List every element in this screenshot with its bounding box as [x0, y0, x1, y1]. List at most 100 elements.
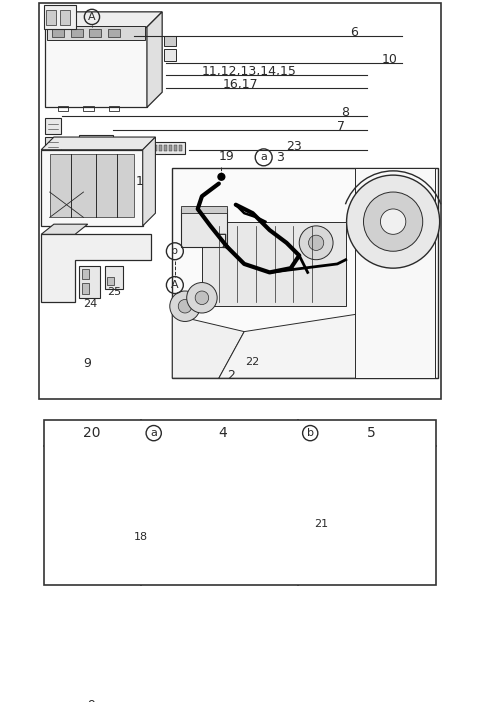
Bar [147, 142, 185, 154]
Bar [107, 277, 114, 285]
Bar [59, 519, 71, 533]
Bar [69, 496, 81, 543]
Text: 16,17: 16,17 [223, 78, 259, 91]
Bar [87, 138, 90, 145]
Circle shape [163, 534, 170, 541]
Circle shape [160, 531, 173, 544]
Circle shape [178, 300, 192, 313]
Text: a: a [260, 152, 267, 162]
Text: 7: 7 [337, 121, 345, 133]
Polygon shape [355, 168, 435, 378]
Bar [52, 29, 64, 37]
Bar [97, 138, 100, 145]
Bar [149, 145, 152, 152]
Bar [181, 209, 228, 247]
Text: A: A [88, 12, 96, 22]
Bar [60, 10, 70, 25]
Bar [82, 138, 85, 145]
Circle shape [187, 282, 217, 313]
Bar [44, 5, 76, 29]
Circle shape [363, 192, 423, 251]
Text: 21: 21 [314, 519, 329, 529]
Bar [41, 150, 143, 226]
Circle shape [310, 526, 323, 540]
Bar [154, 145, 157, 152]
Bar [71, 29, 83, 37]
Circle shape [313, 529, 320, 536]
Bar [253, 476, 267, 482]
Bar [46, 137, 60, 152]
Bar [84, 106, 94, 111]
Bar [253, 484, 267, 489]
Circle shape [313, 555, 320, 562]
Bar [164, 145, 167, 152]
Bar [174, 145, 178, 152]
Bar [164, 36, 176, 46]
Bar [82, 269, 89, 279]
Bar [169, 145, 172, 152]
Circle shape [257, 458, 264, 465]
Polygon shape [41, 234, 151, 302]
Bar [164, 49, 176, 61]
Circle shape [195, 291, 209, 305]
Bar [92, 138, 96, 145]
Polygon shape [172, 314, 244, 378]
Bar [46, 119, 60, 133]
Polygon shape [143, 137, 156, 226]
Polygon shape [172, 168, 438, 378]
Text: 3: 3 [276, 151, 284, 164]
Text: 4: 4 [219, 426, 228, 440]
Bar [102, 138, 106, 145]
Text: b: b [307, 428, 314, 438]
Text: A: A [171, 280, 179, 290]
Text: 9: 9 [84, 357, 91, 370]
Bar [46, 10, 57, 25]
Text: 1: 1 [136, 175, 144, 187]
Bar [253, 469, 267, 474]
Bar [44, 420, 436, 585]
Text: 8: 8 [341, 106, 349, 119]
Circle shape [416, 482, 423, 489]
Text: 24: 24 [84, 298, 98, 309]
Bar [46, 27, 147, 107]
Circle shape [309, 235, 324, 251]
Bar [202, 222, 346, 306]
Polygon shape [147, 12, 162, 107]
Text: b: b [171, 246, 179, 256]
Bar [251, 465, 270, 492]
Bar [89, 29, 101, 37]
Bar [181, 206, 228, 213]
Text: 9: 9 [88, 699, 96, 702]
Bar [159, 145, 162, 152]
Text: 2: 2 [228, 369, 236, 382]
Bar [109, 106, 119, 111]
Text: 5: 5 [367, 426, 375, 440]
Text: 18: 18 [133, 532, 148, 542]
Bar [49, 154, 134, 218]
Text: 19: 19 [219, 150, 235, 163]
Text: 10: 10 [382, 53, 398, 66]
Polygon shape [41, 224, 88, 234]
Bar [179, 145, 182, 152]
Bar [82, 284, 89, 293]
Bar [39, 4, 441, 399]
Bar [105, 265, 123, 289]
Text: 11,12,13,14,15: 11,12,13,14,15 [202, 65, 297, 79]
Text: 6: 6 [350, 26, 358, 39]
Bar [59, 498, 71, 511]
Bar [58, 106, 68, 111]
Bar [108, 29, 120, 37]
Bar [79, 265, 100, 298]
Circle shape [347, 175, 440, 268]
Circle shape [163, 559, 170, 566]
Text: 20: 20 [83, 426, 101, 440]
Polygon shape [41, 137, 156, 150]
Text: a: a [150, 428, 157, 438]
Text: 22: 22 [246, 357, 260, 367]
Bar [107, 138, 110, 145]
Circle shape [381, 209, 406, 234]
Text: 23: 23 [287, 140, 302, 153]
Circle shape [299, 226, 333, 260]
Polygon shape [219, 302, 435, 378]
Bar [79, 135, 113, 147]
